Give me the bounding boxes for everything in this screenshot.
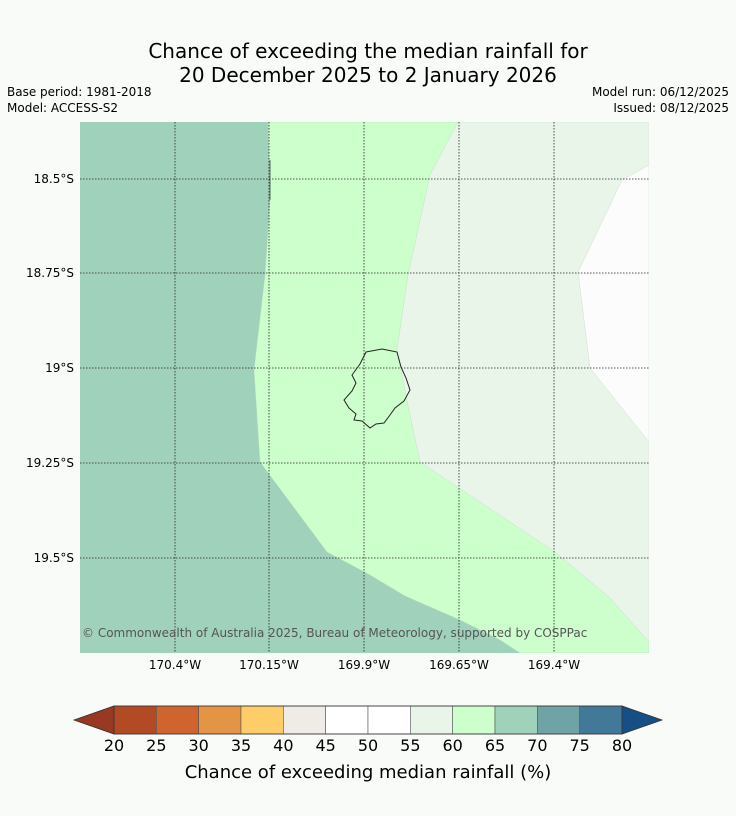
colorbar-tick-label: 55 (400, 736, 420, 755)
lon-label: 169.4°W (528, 658, 580, 672)
colorbar-tick-label: 25 (146, 736, 166, 755)
colorbar-swatch (537, 705, 580, 735)
lon-label: 169.9°W (338, 658, 390, 672)
lat-label: 18.5°S (34, 172, 74, 186)
graticule (80, 122, 649, 653)
latitude-labels: 18.5°S 18.75°S 19°S 19.25°S 19.5°S (26, 172, 74, 565)
lat-label: 19°S (45, 361, 74, 375)
colorbar-tick-label: 35 (231, 736, 251, 755)
colorbar: 20 25 30 35 40 45 50 55 60 65 70 75 80 (72, 705, 664, 755)
colorbar-tick-label: 65 (485, 736, 505, 755)
lon-label: 170.15°W (239, 658, 299, 672)
lon-label: 170.4°W (149, 658, 201, 672)
colorbar-title: Chance of exceeding median rainfall (%) (185, 762, 552, 783)
colorbar-swatch (240, 705, 284, 735)
island-outline (343, 348, 411, 429)
colorbar-swatch (113, 705, 157, 735)
zone-50-55 (577, 164, 649, 443)
base-period-label: Base period: 1981-2018 (7, 85, 152, 99)
colorbar-tick-label: 75 (569, 736, 589, 755)
issued-label: Issued: 08/12/2025 (613, 101, 729, 115)
copyright-text: © Commonwealth of Australia 2025, Bureau… (82, 626, 587, 640)
colorbar-tick-label: 80 (612, 736, 632, 755)
lat-label: 18.75°S (26, 266, 74, 280)
colorbar-swatch (325, 705, 369, 735)
colorbar-tick-label: 70 (527, 736, 547, 755)
colorbar-swatch (156, 705, 199, 735)
colorbar-swatch (494, 705, 538, 735)
colorbar-frame (113, 705, 623, 735)
colorbar-swatch (367, 705, 411, 735)
map-area: © Commonwealth of Australia 2025, Bureau… (80, 122, 649, 653)
colorbar-swatch (198, 705, 242, 735)
longitude-labels: 170.4°W 170.15°W 169.9°W 169.65°W 169.4°… (149, 658, 580, 672)
model-label: Model: ACCESS-S2 (7, 101, 119, 115)
colorbar-swatch (452, 705, 496, 735)
colorbar-over-arrow (621, 705, 664, 735)
model-run-label: Model run: 06/12/2025 (591, 85, 729, 99)
colorbar-tick-label: 50 (358, 736, 378, 755)
colorbar-under-arrow (72, 705, 115, 735)
colorbar-tick-label: 20 (104, 736, 124, 755)
colorbar-tick-label: 60 (442, 736, 462, 755)
map-title-line-2: 20 December 2025 to 2 January 2026 (179, 63, 557, 87)
colorbar-swatch (410, 705, 453, 735)
colorbar-tick-label: 45 (315, 736, 335, 755)
map-title-line-1: Chance of exceeding the median rainfall … (148, 39, 588, 63)
lat-label: 19.25°S (26, 456, 74, 470)
colorbar-tick-label: 40 (273, 736, 293, 755)
lon-label: 169.65°W (429, 658, 489, 672)
colorbar-swatch (579, 705, 623, 735)
colorbar-tick-label: 30 (188, 736, 208, 755)
colorbar-swatch (283, 705, 326, 735)
lat-label: 19.5°S (34, 551, 74, 565)
